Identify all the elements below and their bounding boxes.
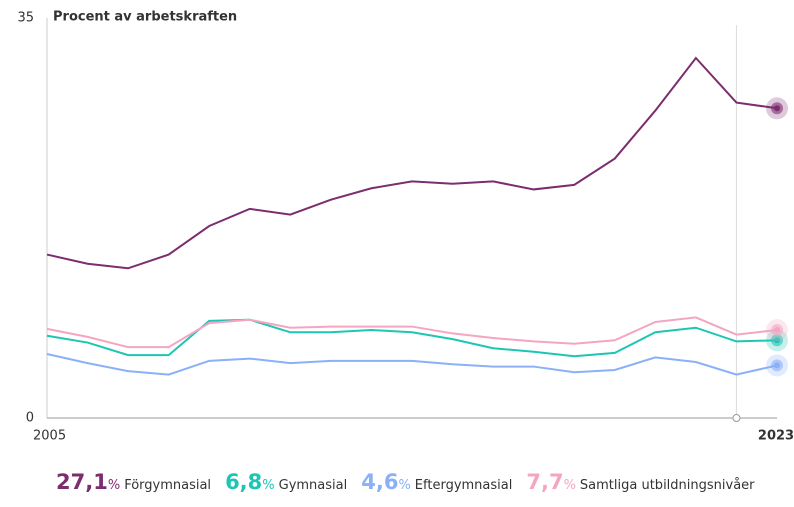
legend-item: 27,1% Förgymnasial bbox=[56, 470, 211, 494]
legend-unit: % bbox=[398, 478, 411, 493]
series-line bbox=[46, 318, 778, 358]
legend-name: Eftergymnasial bbox=[414, 478, 513, 493]
legend-item: 4,6% Eftergymnasial bbox=[361, 470, 512, 494]
x-tick-label: 2005 bbox=[33, 429, 66, 444]
end-dot bbox=[774, 105, 780, 112]
legend-item: 6,8% Gymnasial bbox=[225, 470, 347, 494]
series-line bbox=[46, 353, 778, 376]
legend-item: 7,7% Samtliga utbildningsnivåer bbox=[526, 470, 754, 494]
y-axis-label: Procent av arbetskraften bbox=[53, 10, 237, 25]
legend-unit: % bbox=[563, 478, 576, 493]
legend-name: Samtliga utbildningsnivåer bbox=[579, 478, 755, 493]
series-line bbox=[46, 316, 778, 349]
legend-value: 4,6 bbox=[361, 470, 399, 494]
legend: 27,1% Förgymnasial 6,8% Gymnasial 4,6% Efterg… bbox=[56, 470, 755, 494]
end-dot bbox=[774, 362, 780, 369]
legend-value: 27,1 bbox=[56, 470, 108, 494]
y-tick-label: 35 bbox=[17, 11, 34, 26]
y-tick-label: 0 bbox=[26, 411, 34, 426]
legend-value: 7,7 bbox=[526, 470, 564, 494]
legend-unit: % bbox=[262, 478, 275, 493]
legend-name: Förgymnasial bbox=[124, 478, 212, 493]
legend-value: 6,8 bbox=[225, 470, 263, 494]
end-dot bbox=[774, 337, 780, 344]
hover-dot bbox=[732, 414, 741, 422]
chart: Procent av arbetskraften 0 35 2005 2023 bbox=[17, 10, 794, 444]
legend-unit: % bbox=[107, 478, 121, 493]
series-line bbox=[46, 56, 778, 270]
legend-name: Gymnasial bbox=[278, 478, 348, 493]
end-dot bbox=[774, 327, 780, 333]
x-tick-label: 2023 bbox=[758, 429, 794, 444]
